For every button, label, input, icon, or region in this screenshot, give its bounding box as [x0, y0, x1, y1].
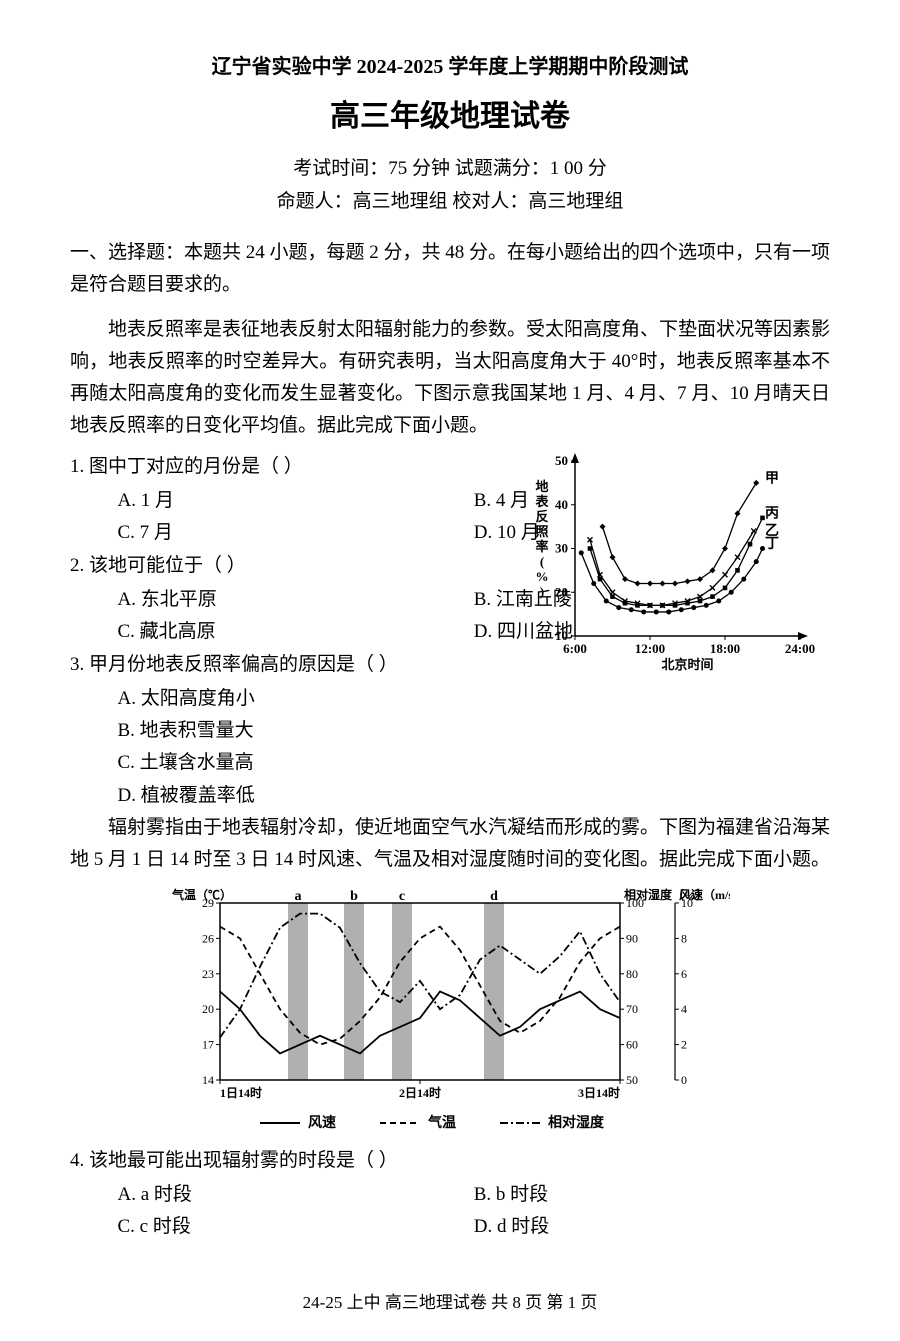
exam-title: 高三年级地理试卷: [70, 91, 830, 135]
svg-text:d: d: [490, 889, 498, 904]
svg-text:表: 表: [534, 494, 549, 509]
svg-text:6:00: 6:00: [563, 641, 587, 656]
q4-option-c: C. c 时段: [118, 1211, 474, 1243]
passage-2: 辐射雾指由于地表辐射冷却，使近地面空气水汽凝结而形成的雾。下图为福建省沿海某地 …: [70, 812, 830, 877]
q3-option-d: D. 植被覆盖率低: [70, 780, 830, 812]
svg-text:反: 反: [535, 509, 548, 524]
svg-text:90: 90: [626, 931, 638, 945]
svg-text:风速（m/s）: 风速（m/s）: [679, 887, 730, 902]
svg-text:): ): [540, 584, 544, 599]
svg-text:甲: 甲: [765, 470, 779, 486]
svg-text:0: 0: [681, 1073, 687, 1087]
svg-text:6: 6: [681, 966, 687, 980]
svg-text:气温（℃）: 气温（℃）: [171, 887, 232, 902]
q3-option-c: C. 土壤含水量高: [70, 747, 830, 779]
page-footer: 24-25 上中 高三地理试卷 共 8 页 第 1 页: [0, 1288, 900, 1313]
svg-text:20: 20: [202, 1002, 214, 1016]
exam-authors: 命题人：高三地理组 校对人：高三地理组: [70, 186, 830, 213]
svg-text:北京时间: 北京时间: [661, 657, 713, 671]
svg-text:4: 4: [681, 1002, 687, 1016]
svg-text:(: (: [540, 554, 544, 569]
q4-stem: 4. 该地最可能出现辐射雾的时段是（ ）: [70, 1145, 830, 1177]
svg-text:丙: 丙: [765, 505, 779, 521]
svg-text:2: 2: [681, 1037, 687, 1051]
svg-text:3日14时: 3日14时: [578, 1085, 620, 1100]
q4-options-row2: C. c 时段 D. d 时段: [70, 1211, 830, 1243]
svg-text:丁: 丁: [765, 537, 779, 552]
svg-text:26: 26: [202, 931, 214, 945]
svg-text:60: 60: [626, 1037, 638, 1051]
question-block-1: 10203040506:0012:0018:0024:00北京时间地表反照率(%…: [70, 451, 830, 812]
q4-option-d: D. d 时段: [474, 1211, 830, 1243]
svg-text:b: b: [350, 889, 358, 904]
q3-option-b: B. 地表积雪量大: [70, 715, 830, 747]
exam-school-year: 辽宁省实验中学 2024-2025 学年度上学期期中阶段测试: [70, 50, 830, 79]
q1-option-c: C. 7 月: [118, 517, 474, 549]
svg-text:50: 50: [626, 1073, 638, 1087]
q2-option-c: C. 藏北高原: [118, 616, 474, 648]
svg-text:照: 照: [535, 524, 548, 539]
svg-text:80: 80: [626, 966, 638, 980]
svg-text:70: 70: [626, 1002, 638, 1016]
svg-text:1日14时: 1日14时: [220, 1085, 262, 1100]
exam-duration-score: 考试时间：75 分钟 试题满分：1 00 分: [70, 153, 830, 180]
svg-text:40: 40: [555, 497, 568, 512]
svg-text:18:00: 18:00: [710, 641, 740, 656]
svg-text:气温: 气温: [427, 1114, 456, 1131]
svg-text:23: 23: [202, 966, 214, 980]
svg-text:24:00: 24:00: [785, 641, 815, 656]
svg-text:12:00: 12:00: [635, 641, 665, 656]
svg-text:相对湿度: 相对湿度: [548, 1114, 605, 1131]
fog-chart: abcd141720232629气温（℃）5060708090100相对湿度（%…: [170, 885, 730, 1135]
svg-text:50: 50: [555, 453, 568, 468]
svg-text:%: %: [536, 569, 549, 584]
svg-text:20: 20: [555, 584, 568, 599]
q4-option-a: A. a 时段: [118, 1179, 474, 1211]
svg-text:a: a: [295, 889, 302, 904]
svg-text:地: 地: [535, 479, 548, 494]
q1-option-a: A. 1 月: [118, 485, 474, 517]
q4-option-b: B. b 时段: [474, 1179, 830, 1211]
svg-text:2日14时: 2日14时: [399, 1085, 441, 1100]
svg-text:c: c: [399, 889, 405, 904]
svg-text:30: 30: [555, 540, 568, 555]
albedo-chart: 10203040506:0012:0018:0024:00北京时间地表反照率(%…: [530, 451, 830, 671]
passage-1: 地表反照率是表征地表反射太阳辐射能力的参数。受太阳高度角、下垫面状况等因素影响，…: [70, 314, 830, 443]
q2-option-a: A. 东北平原: [118, 584, 474, 616]
q3-option-a: A. 太阳高度角小: [70, 683, 830, 715]
q4-options-row1: A. a 时段 B. b 时段: [70, 1179, 830, 1211]
svg-text:率: 率: [535, 539, 548, 554]
svg-text:8: 8: [681, 931, 687, 945]
section-one-heading: 一、选择题：本题共 24 小题，每题 2 分，共 48 分。在每小题给出的四个选…: [70, 237, 830, 302]
svg-text:17: 17: [202, 1037, 214, 1051]
svg-text:14: 14: [202, 1073, 214, 1087]
svg-text:风速: 风速: [308, 1114, 336, 1131]
